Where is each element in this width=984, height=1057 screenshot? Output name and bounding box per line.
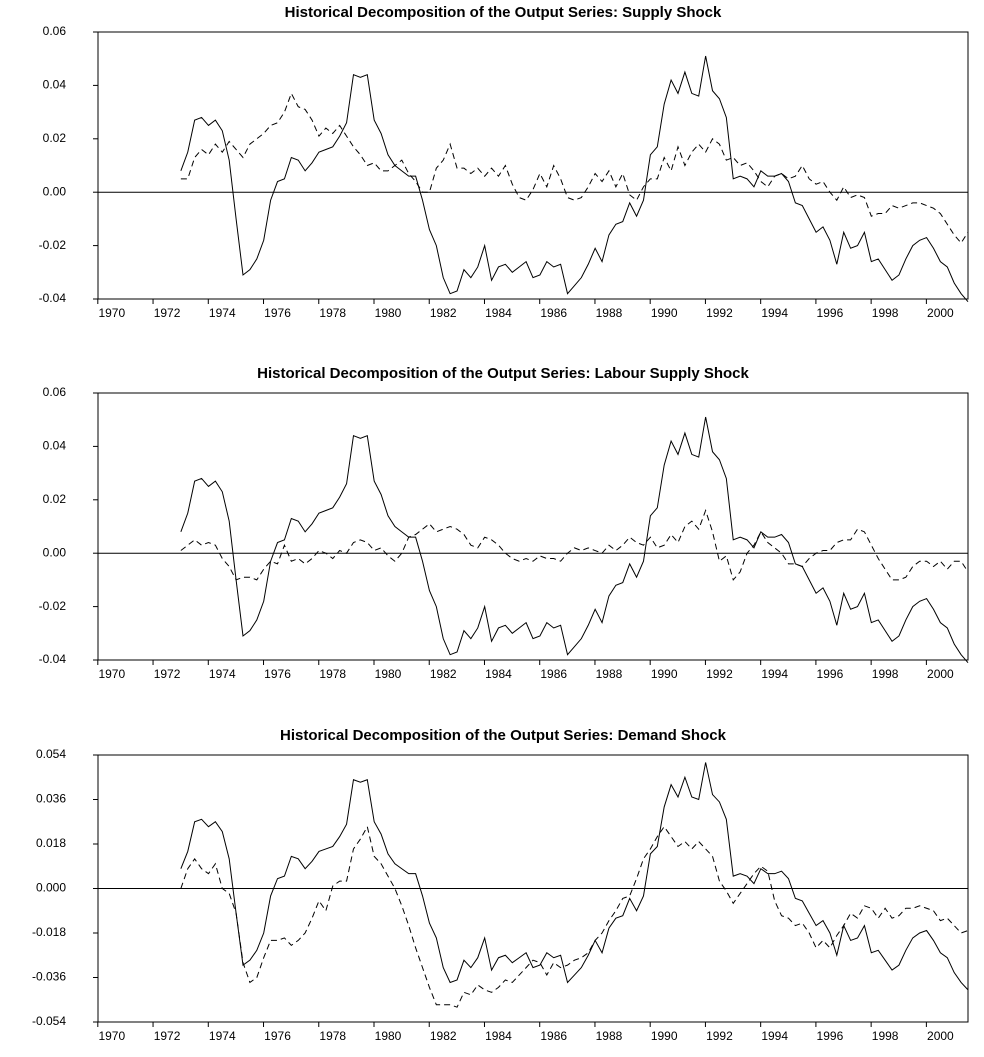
x-tick-label: 1986: [540, 667, 567, 681]
y-tick-label: -0.018: [32, 925, 66, 939]
y-tick-label: 0.06: [43, 24, 67, 38]
x-tick-label: 1996: [817, 667, 844, 681]
x-tick-label: 1994: [761, 1029, 788, 1043]
x-tick-label: 1978: [319, 667, 346, 681]
x-tick-label: 2000: [927, 1029, 954, 1043]
y-tick-label: 0.036: [36, 792, 66, 806]
x-tick-label: 1986: [540, 306, 567, 320]
y-tick-label: -0.04: [39, 291, 67, 305]
x-tick-label: 1980: [375, 306, 402, 320]
x-tick-label: 1984: [485, 306, 512, 320]
x-tick-label: 1982: [430, 306, 457, 320]
chart-title: Historical Decomposition of the Output S…: [285, 4, 722, 21]
x-tick-label: 1978: [319, 306, 346, 320]
x-tick-label: 1976: [264, 1029, 291, 1043]
x-tick-label: 1988: [596, 667, 623, 681]
x-tick-label: 1970: [98, 1029, 125, 1043]
x-tick-label: 2000: [927, 667, 954, 681]
x-tick-label: 1974: [209, 1029, 236, 1043]
y-tick-label: 0.02: [43, 492, 67, 506]
x-tick-label: 1996: [817, 1029, 844, 1043]
y-tick-label: -0.02: [39, 238, 67, 252]
x-tick-label: 1996: [817, 306, 844, 320]
x-tick-label: 1972: [154, 1029, 181, 1043]
x-tick-label: 1998: [872, 667, 899, 681]
y-tick-label: 0.000: [36, 881, 66, 895]
solid-line: [180, 762, 969, 991]
x-tick-label: 1970: [98, 667, 125, 681]
x-tick-label: 1998: [872, 1029, 899, 1043]
x-tick-label: 1976: [264, 667, 291, 681]
x-tick-label: 1980: [375, 667, 402, 681]
x-tick-label: 1974: [209, 306, 236, 320]
x-tick-label: 1990: [651, 667, 678, 681]
solid-line: [180, 55, 969, 302]
solid-line: [180, 416, 969, 663]
chart-title: Historical Decomposition of the Output S…: [280, 727, 727, 744]
x-tick-label: 1986: [540, 1029, 567, 1043]
y-tick-label: 0.02: [43, 131, 67, 145]
y-tick-label: 0.018: [36, 836, 66, 850]
y-tick-label: 0.00: [43, 184, 67, 198]
x-tick-label: 1990: [651, 1029, 678, 1043]
x-tick-label: 1982: [430, 667, 457, 681]
y-tick-label: -0.02: [39, 599, 67, 613]
x-tick-label: 1998: [872, 306, 899, 320]
y-tick-label: 0.00: [43, 545, 67, 559]
plot-frame: [97, 392, 969, 661]
x-tick-label: 1994: [761, 306, 788, 320]
x-tick-label: 1988: [596, 306, 623, 320]
x-tick-label: 1972: [154, 306, 181, 320]
y-tick-label: -0.054: [32, 1014, 66, 1028]
x-tick-label: 1984: [485, 667, 512, 681]
x-tick-label: 1988: [596, 1029, 623, 1043]
dashed-line: [180, 92, 969, 244]
x-tick-label: 1976: [264, 306, 291, 320]
y-tick-label: 0.054: [36, 747, 66, 761]
x-tick-label: 1992: [706, 667, 733, 681]
x-tick-label: 2000: [927, 306, 954, 320]
x-tick-label: 1980: [375, 1029, 402, 1043]
x-tick-label: 1992: [706, 1029, 733, 1043]
y-tick-label: -0.036: [32, 970, 66, 984]
chart-title: Historical Decomposition of the Output S…: [257, 365, 749, 382]
x-tick-label: 1970: [98, 306, 125, 320]
x-tick-label: 1990: [651, 306, 678, 320]
plot-frame: [97, 31, 969, 300]
x-tick-label: 1992: [706, 306, 733, 320]
y-tick-label: 0.04: [43, 439, 67, 453]
x-tick-label: 1972: [154, 667, 181, 681]
x-tick-label: 1982: [430, 1029, 457, 1043]
x-tick-label: 1978: [319, 1029, 346, 1043]
x-tick-label: 1974: [209, 667, 236, 681]
dashed-line: [180, 508, 969, 581]
y-tick-label: 0.06: [43, 385, 67, 399]
y-tick-label: -0.04: [39, 652, 67, 666]
dashed-line: [180, 825, 969, 1008]
y-tick-label: 0.04: [43, 78, 67, 92]
x-tick-label: 1984: [485, 1029, 512, 1043]
x-tick-label: 1994: [761, 667, 788, 681]
